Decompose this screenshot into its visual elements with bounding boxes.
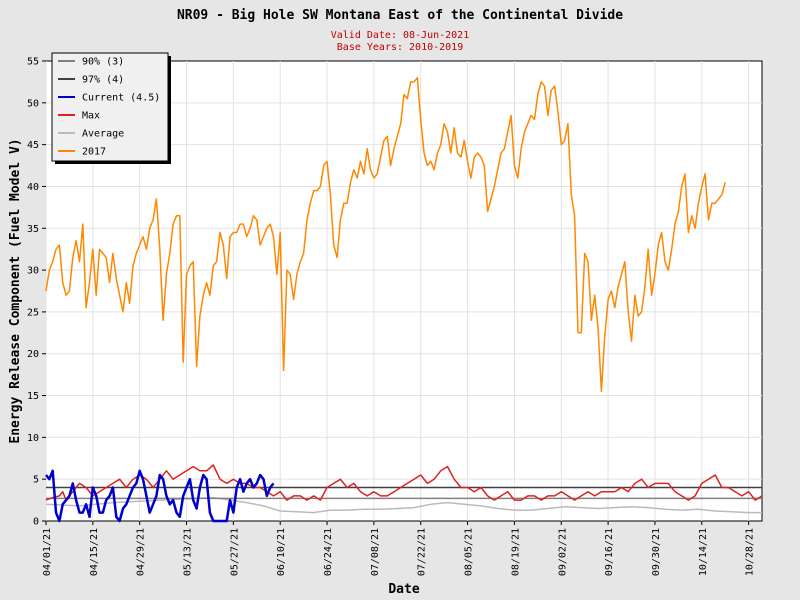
x-axis-ticks: 04/01/21 04/15/21 04/29/21 05/13/21 05/27/21… — [42, 521, 756, 576]
valid-date-subtitle: Valid Date: 08-Jun-2021 — [331, 30, 469, 41]
legend-label: Average — [82, 129, 124, 140]
y-tick-label: 20 — [27, 349, 39, 360]
legend-label: 90% (3) — [82, 57, 124, 68]
x-axis-title: Date — [388, 582, 419, 597]
base-years-subtitle: Base Years: 2010-2019 — [337, 42, 463, 53]
y-tick-label: 35 — [27, 224, 39, 235]
legend-label: 97% (4) — [82, 75, 124, 86]
series-layer — [45, 76, 763, 523]
y-axis-ticks: 0 5 10 15 20 25 30 35 40 45 50 55 — [27, 57, 46, 528]
y-tick-label: 45 — [27, 140, 39, 151]
x-tick-label: 06/24/21 — [323, 528, 334, 576]
x-tick-label: 08/19/21 — [510, 528, 521, 576]
y-tick-label: 50 — [27, 98, 39, 109]
x-tick-label: 07/08/21 — [370, 528, 381, 576]
chart-title: NR09 - Big Hole SW Montana East of the C… — [177, 8, 623, 23]
y-tick-label: 15 — [27, 391, 39, 402]
x-tick-label: 09/30/21 — [651, 528, 662, 576]
x-tick-label: 10/28/21 — [745, 528, 756, 576]
x-tick-label: 08/05/21 — [464, 528, 475, 576]
x-tick-label: 05/13/21 — [183, 528, 194, 576]
x-tick-label: 09/02/21 — [557, 528, 568, 576]
x-tick-label: 04/29/21 — [136, 528, 147, 576]
legend-label: Current (4.5) — [82, 93, 160, 104]
legend: 90% (3) 97% (4) Current (4.5) Max Average 201… — [51, 52, 171, 164]
legend-box — [51, 52, 169, 162]
series-2017 — [45, 76, 726, 393]
y-tick-label: 30 — [27, 266, 39, 277]
x-tick-label: 07/22/21 — [417, 528, 428, 576]
y-tick-label: 10 — [27, 433, 39, 444]
x-tick-label: 04/15/21 — [89, 528, 100, 576]
y-axis-title: Energy Release Component (Fuel Model V) — [8, 138, 23, 443]
y-tick-label: 25 — [27, 307, 39, 318]
series-current-4-5 — [45, 469, 275, 523]
x-tick-label: 05/27/21 — [229, 528, 240, 576]
y-tick-label: 0 — [33, 517, 39, 528]
x-tick-label: 04/01/21 — [42, 528, 53, 576]
x-tick-label: 10/14/21 — [698, 528, 709, 576]
y-tick-label: 55 — [27, 57, 39, 68]
legend-label: 2017 — [82, 147, 106, 158]
x-tick-label: 06/10/21 — [276, 528, 287, 576]
y-tick-label: 40 — [27, 182, 39, 193]
y-tick-label: 5 — [33, 475, 39, 486]
legend-label: Max — [82, 111, 100, 122]
x-tick-label: 09/16/21 — [604, 528, 615, 576]
